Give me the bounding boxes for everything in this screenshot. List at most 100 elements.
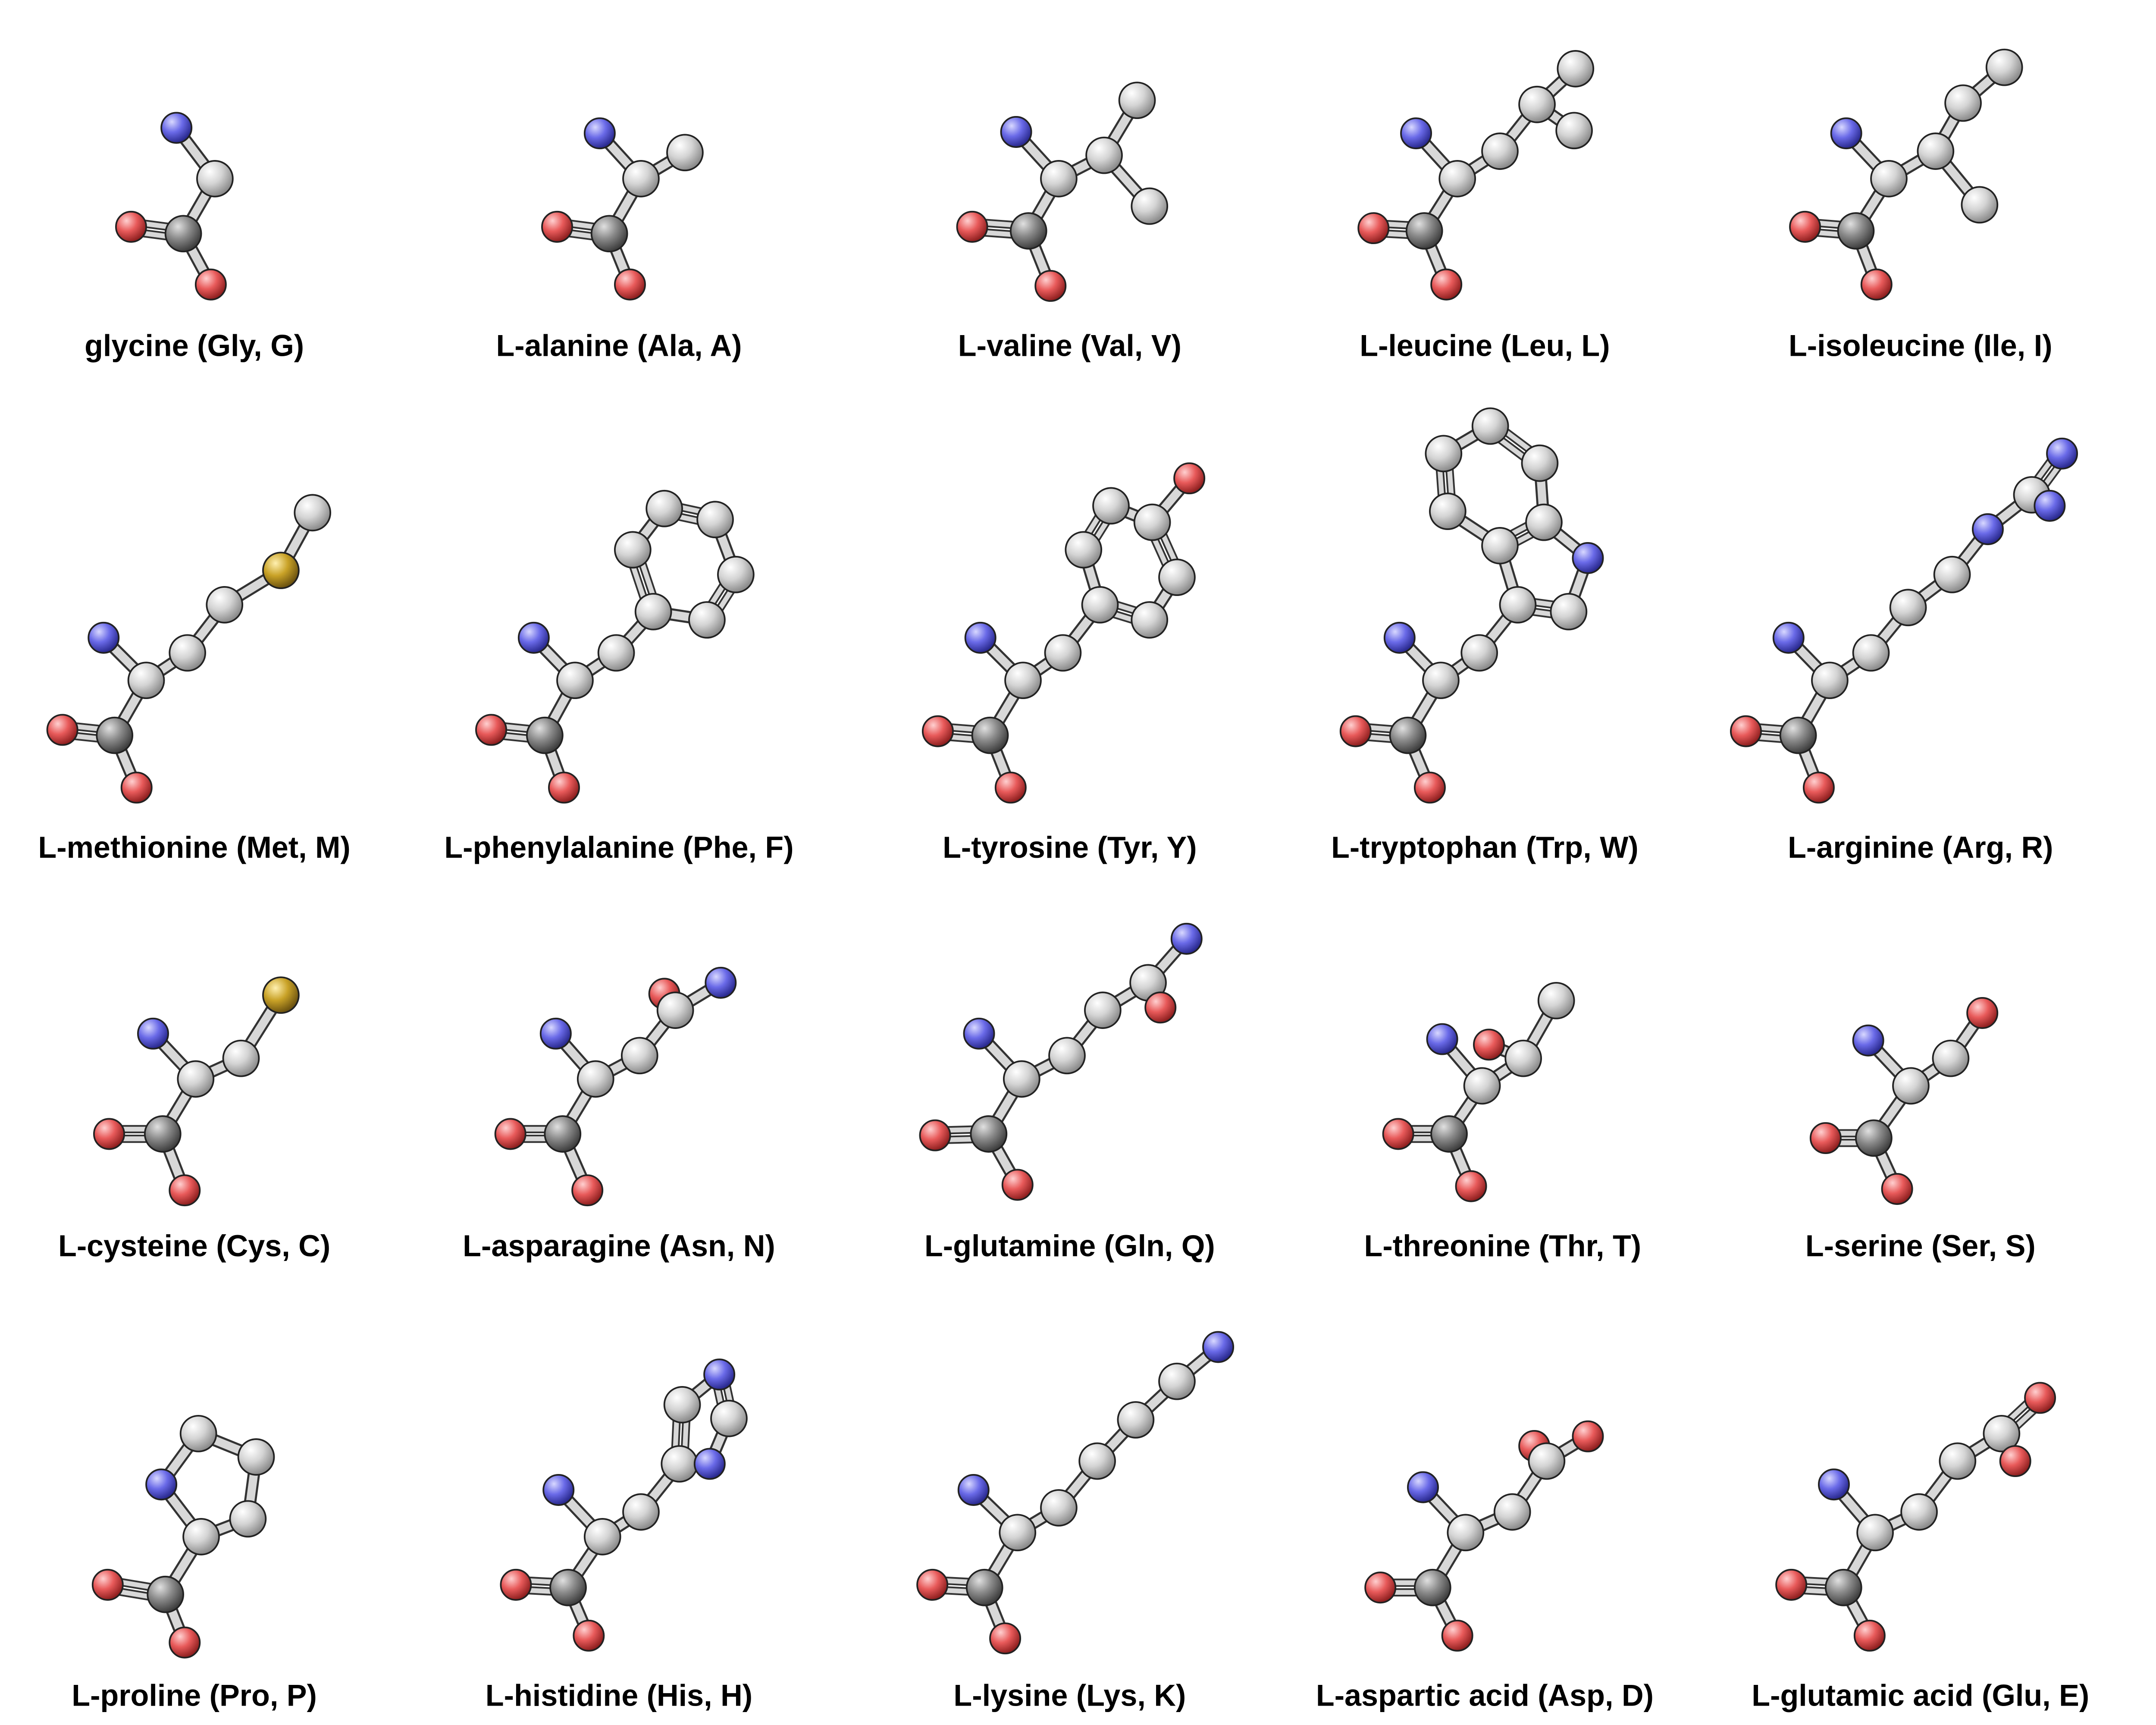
molecule-model xyxy=(541,117,704,301)
atom-c xyxy=(1493,1493,1531,1531)
atom-o xyxy=(1364,1571,1397,1604)
atom-c xyxy=(1889,589,1927,627)
atom-n xyxy=(2034,489,2066,522)
atom-c xyxy=(663,1386,701,1424)
atom-c xyxy=(1048,1037,1086,1075)
atom-o xyxy=(571,1174,604,1207)
atom-o xyxy=(994,772,1027,804)
atom-n xyxy=(1170,922,1203,955)
atom-o xyxy=(93,1118,125,1150)
molecule-label: L-tryptophan (Trp, W) xyxy=(1331,831,1639,864)
atom-o xyxy=(1730,715,1762,747)
atom-n xyxy=(160,112,193,144)
molecule-label: L-glutamine (Gln, Q) xyxy=(924,1229,1215,1263)
atom-c xyxy=(1117,1401,1155,1439)
atom-o xyxy=(1144,991,1177,1024)
atom-c xyxy=(294,494,332,532)
atom-o xyxy=(614,268,646,301)
molecule-model xyxy=(500,1358,748,1652)
atom-c xyxy=(1870,160,1908,198)
atom-o xyxy=(169,1174,201,1207)
molecule-model xyxy=(1364,1420,1604,1652)
atom-n xyxy=(1971,513,2004,546)
atom-o xyxy=(494,1118,526,1150)
atom-c xyxy=(1892,1067,1930,1105)
atom-n xyxy=(583,117,616,150)
atom-c xyxy=(526,716,564,754)
atom-c xyxy=(147,1575,185,1613)
atom-c xyxy=(96,716,134,754)
atom-o xyxy=(548,772,580,804)
atom-n xyxy=(137,1017,169,1050)
atom-c xyxy=(1004,662,1042,699)
atom-c xyxy=(717,555,755,593)
atom-c xyxy=(549,1568,587,1606)
atom-c xyxy=(1040,160,1078,198)
atom-n xyxy=(964,621,997,654)
atom-o xyxy=(919,1119,951,1151)
atom-o xyxy=(115,210,147,243)
atom-c xyxy=(1961,186,1999,224)
molecule-model xyxy=(93,976,300,1207)
atom-n xyxy=(542,1474,575,1506)
atom-c xyxy=(164,215,202,253)
molecule-model xyxy=(494,966,737,1207)
atom-o xyxy=(1802,772,1835,804)
atom-c xyxy=(1499,586,1537,624)
atom-o xyxy=(1473,1029,1505,1061)
atom-c xyxy=(590,215,628,253)
molecule-label: L-threonine (Thr, T) xyxy=(1364,1229,1642,1263)
atom-c xyxy=(229,1500,267,1538)
atom-c xyxy=(1158,558,1196,596)
atom-n xyxy=(1202,1331,1235,1363)
atom-o xyxy=(1572,1420,1604,1452)
molecule-model xyxy=(1789,48,2023,301)
molecule-model xyxy=(916,1331,1235,1655)
atom-c xyxy=(583,1518,621,1556)
molecule-label: L-lysine (Lys, K) xyxy=(953,1678,1186,1712)
atom-c xyxy=(1158,1362,1196,1400)
atom-o xyxy=(46,714,78,746)
atom-c xyxy=(1855,1119,1893,1157)
molecule-label: L-serine (Ser, S) xyxy=(1805,1229,2036,1263)
atom-s xyxy=(262,976,300,1014)
atom-n xyxy=(1852,1024,1884,1057)
atom-c xyxy=(1917,132,1955,170)
atom-c xyxy=(1471,407,1509,445)
atom-c xyxy=(1389,716,1427,754)
atom-o xyxy=(1441,1619,1473,1652)
atom-c xyxy=(1518,85,1556,123)
molecule-model xyxy=(1775,1382,2056,1652)
molecule-label: L-proline (Pro, P) xyxy=(72,1678,317,1712)
atom-c xyxy=(1525,503,1563,541)
atom-o xyxy=(1853,1619,1886,1652)
atom-o xyxy=(1881,1173,1913,1205)
atom-c xyxy=(1824,1568,1862,1606)
molecule-label: L-phenylalanine (Phe, F) xyxy=(444,831,793,864)
atom-o xyxy=(1339,715,1372,747)
molecule-label: L-aspartic acid (Asp, D) xyxy=(1316,1678,1654,1712)
atom-c xyxy=(1040,1489,1078,1527)
atom-c xyxy=(1933,555,1971,593)
molecule-label: L-tyrosine (Tyr, Y) xyxy=(943,831,1197,864)
atom-o xyxy=(956,210,988,243)
molecule-label: L-asparagine (Asn, N) xyxy=(463,1229,775,1263)
atom-c xyxy=(1811,662,1849,699)
atom-c xyxy=(222,1039,260,1077)
atom-n xyxy=(1407,1471,1439,1503)
atom-c xyxy=(1555,112,1593,150)
atom-c xyxy=(622,1493,660,1531)
atom-c xyxy=(614,531,652,569)
molecule-label: L-histidine (His, H) xyxy=(486,1678,752,1712)
atom-o xyxy=(1775,1568,1808,1601)
molecule-label: L-isoleucine (Ile, I) xyxy=(1789,329,2053,362)
molecule-model xyxy=(115,112,234,301)
atom-n xyxy=(693,1448,726,1480)
atom-o xyxy=(1789,210,1821,243)
atom-c xyxy=(1133,503,1171,541)
atom-c xyxy=(1044,634,1082,672)
atom-c xyxy=(999,1514,1037,1552)
atom-o xyxy=(1860,268,1893,301)
atom-o xyxy=(1999,1445,2031,1477)
atom-n xyxy=(705,966,737,999)
